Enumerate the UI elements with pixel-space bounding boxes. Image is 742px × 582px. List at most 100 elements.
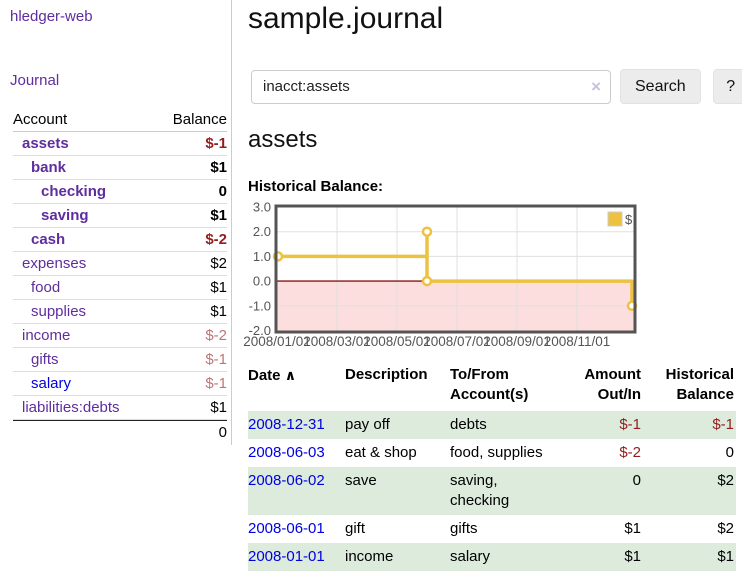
account-row-checking: checking 0	[13, 180, 227, 204]
account-balance: $1	[210, 399, 227, 416]
account-table-header: Account Balance	[13, 108, 227, 132]
help-button[interactable]: ?	[712, 69, 742, 104]
date-column-header[interactable]: Date ∧	[248, 367, 297, 384]
account-link-supplies[interactable]: supplies	[31, 303, 87, 320]
account-balance: $-1	[205, 135, 227, 152]
account-link-liabilities-debts[interactable]: liabilities:debts	[22, 399, 120, 416]
transaction-date-link[interactable]: 2008-06-03	[248, 444, 325, 461]
transaction-description: gift	[345, 520, 366, 537]
transaction-balance: $2	[717, 520, 734, 537]
transaction-accounts: debts	[450, 411, 570, 439]
account-balance: $2	[210, 255, 227, 272]
account-link-expenses[interactable]: expenses	[22, 255, 87, 272]
account-link-saving[interactable]: saving	[41, 207, 89, 224]
svg-text:2008/03/01: 2008/03/01	[303, 334, 371, 349]
register-row: 2008-06-03 eat & shop food, supplies $-2…	[248, 439, 736, 467]
transaction-date-link[interactable]: 2008-01-01	[248, 548, 325, 565]
svg-text:2008/07/01: 2008/07/01	[423, 334, 491, 349]
svg-text:3.0: 3.0	[253, 200, 271, 215]
svg-text:0.0: 0.0	[253, 274, 271, 289]
account-balance: $-2	[205, 327, 227, 344]
transaction-accounts: salary	[450, 543, 570, 571]
account-link-gifts[interactable]: gifts	[31, 351, 59, 368]
total-balance: 0	[218, 424, 227, 441]
transaction-description: eat & shop	[345, 444, 417, 461]
transaction-amount: $1	[570, 543, 643, 571]
register-row: 2008-06-01 gift gifts $1 $2	[248, 515, 736, 543]
account-row-saving: saving $1	[13, 204, 227, 228]
register-table: Date ∧ Description To/From Account(s) Am…	[248, 363, 736, 571]
search-form: × Search ?	[251, 69, 742, 104]
account-balance: $-1	[205, 375, 227, 392]
svg-text:1.0: 1.0	[253, 249, 271, 264]
account-balance: 0	[218, 183, 227, 200]
account-row-cash: cash $-2	[13, 228, 227, 252]
account-balance: $-2	[205, 231, 227, 248]
account-link-salary[interactable]: salary	[31, 375, 72, 392]
search-button[interactable]: Search	[620, 69, 701, 104]
svg-text:2008/09/01: 2008/09/01	[483, 334, 551, 349]
transaction-amount: 0	[570, 467, 643, 515]
account-row-liabilities-debts: liabilities:debts $1	[13, 396, 227, 420]
transaction-description: income	[345, 543, 450, 571]
search-input[interactable]	[251, 69, 611, 104]
account-balance: $1	[210, 207, 227, 224]
svg-text:-2.0: -2.0	[249, 323, 271, 338]
svg-text:2008/05/01: 2008/05/01	[363, 334, 431, 349]
transaction-balance: 0	[725, 444, 734, 461]
account-row-gifts: gifts $-1	[13, 348, 227, 372]
legend-swatch	[607, 211, 623, 227]
svg-text:2008/11/01: 2008/11/01	[544, 334, 611, 349]
transaction-accounts: food, supplies	[450, 444, 543, 461]
x-axis-labels: 2008/01/01 2008/03/01 2008/05/01 2008/07…	[243, 334, 610, 349]
account-row-income: income $-2	[13, 324, 227, 348]
svg-text:2008/01/01: 2008/01/01	[243, 334, 311, 349]
account-balance: $1	[210, 279, 227, 296]
chart-legend: $	[607, 211, 633, 227]
account-table-total-row: 0	[13, 420, 227, 444]
sidebar-item-journal[interactable]: Journal	[10, 72, 60, 89]
amount-column-header: Amount Out/In	[584, 366, 641, 403]
account-column-header: Account	[13, 111, 68, 128]
account-link-cash[interactable]: cash	[31, 231, 66, 248]
account-balance-table: Account Balance assets $-1 bank $1 check…	[13, 108, 227, 444]
transaction-balance: $1	[643, 543, 736, 571]
y-axis-labels: 3.0 2.0 1.0 0.0 -1.0 -2.0	[249, 200, 271, 338]
account-balance: $1	[210, 303, 227, 320]
account-balance: $-1	[205, 351, 227, 368]
register-row: 2008-06-02 save saving, checking 0 $2	[248, 467, 736, 515]
account-row-salary: salary $-1	[13, 372, 227, 396]
chart-border	[274, 204, 637, 334]
transaction-description: pay off	[345, 411, 450, 439]
register-header-row: Date ∧ Description To/From Account(s) Am…	[248, 363, 736, 411]
accounts-column-header: To/From Account(s)	[450, 366, 529, 403]
account-row-bank: bank $1	[13, 156, 227, 180]
register-row: 2008-12-31 pay off debts $-1 $-1	[248, 411, 736, 439]
register-row: 2008-01-01 income salary $1 $1	[248, 543, 736, 571]
transaction-description: save	[345, 467, 450, 515]
account-row-expenses: expenses $2	[13, 252, 227, 276]
account-balance: $1	[210, 159, 227, 176]
account-link-bank[interactable]: bank	[31, 159, 67, 176]
account-link-income[interactable]: income	[22, 327, 71, 344]
account-link-food[interactable]: food	[31, 279, 61, 296]
sidebar: hledger-web Journal Account Balance asse…	[0, 0, 232, 445]
transaction-accounts: gifts	[450, 520, 478, 537]
balance-column-header: Historical Balance	[665, 366, 734, 403]
account-row-supplies: supplies $1	[13, 300, 227, 324]
historical-balance-chart: $ 3.0 2.0 1.0 0.0 -1.0 -2.0 2008/01/01 2…	[243, 200, 638, 349]
page-title: sample.journal	[248, 2, 444, 35]
legend-label: $	[625, 212, 633, 227]
account-heading: assets	[248, 126, 318, 153]
account-link-assets[interactable]: assets	[22, 135, 69, 152]
svg-text:2.0: 2.0	[253, 224, 271, 239]
account-link-checking[interactable]: checking	[41, 183, 107, 200]
sort-ascending-icon: ∧	[284, 367, 297, 383]
transaction-date-link[interactable]: 2008-06-01	[248, 520, 325, 537]
clear-search-icon[interactable]: ×	[591, 76, 601, 96]
app-title-link[interactable]: hledger-web	[10, 8, 93, 25]
balance-series-line	[278, 229, 634, 306]
transaction-balance: $-1	[643, 411, 736, 439]
transaction-date-link[interactable]: 2008-06-02	[248, 472, 325, 489]
transaction-date-link[interactable]: 2008-12-31	[248, 416, 325, 433]
